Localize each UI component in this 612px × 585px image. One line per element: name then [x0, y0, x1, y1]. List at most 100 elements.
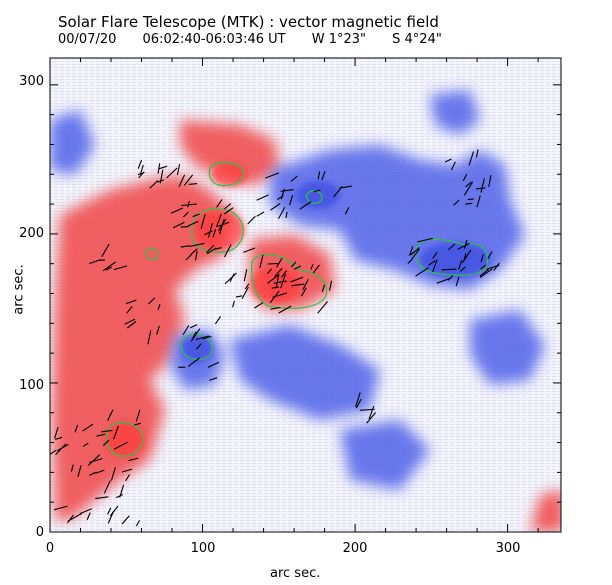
field-vector	[480, 264, 487, 270]
field-vector	[441, 268, 457, 271]
field-vector	[219, 218, 225, 235]
field-vector	[102, 439, 110, 447]
field-vector	[181, 203, 197, 207]
field-vector	[417, 237, 433, 243]
field-vector	[102, 261, 116, 272]
field-vector	[67, 513, 82, 522]
field-vector	[188, 242, 205, 248]
field-vectors	[50, 149, 500, 527]
field-vector	[476, 195, 481, 208]
latitude: S 4°24"	[392, 32, 442, 47]
field-vector	[110, 467, 116, 481]
field-vector	[459, 266, 466, 272]
field-vector	[189, 324, 198, 329]
field-vector	[480, 178, 485, 193]
field-vector	[95, 469, 105, 474]
field-vector	[310, 263, 314, 270]
field-vector	[444, 158, 452, 163]
field-vector	[312, 264, 320, 274]
field-vector	[355, 398, 362, 409]
longitude: W 1°23"	[311, 32, 367, 47]
field-vector	[109, 505, 119, 517]
field-vector	[480, 254, 484, 263]
field-vector	[368, 406, 375, 420]
field-vector	[166, 167, 178, 179]
field-vector	[475, 149, 479, 158]
field-vector	[273, 280, 287, 284]
figure-title: Solar Flare Telescope (MTK) : vector mag…	[58, 13, 439, 31]
field-vector	[113, 425, 119, 440]
field-vector	[224, 203, 232, 210]
field-vector	[137, 159, 143, 169]
field-vector	[148, 297, 156, 305]
observation-info: 00/07/20 06:02:40-06:03:46 UT W 1°23" S …	[58, 32, 464, 47]
field-vector	[183, 174, 194, 186]
field-vector	[436, 277, 452, 284]
field-vector	[55, 436, 63, 440]
field-vector	[243, 269, 248, 282]
field-vector	[274, 268, 283, 278]
field-vector	[256, 211, 265, 217]
field-vector	[170, 207, 184, 214]
field-vector	[281, 270, 288, 278]
field-vector	[89, 259, 102, 265]
field-vector	[290, 175, 298, 182]
field-vector	[291, 283, 305, 287]
field-vector	[280, 273, 287, 289]
field-vector	[462, 173, 468, 182]
field-vector	[185, 220, 199, 228]
field-vector	[192, 213, 200, 218]
field-vector	[156, 325, 160, 335]
field-vector	[223, 207, 234, 215]
field-vector	[101, 243, 110, 257]
field-vector	[299, 201, 312, 210]
field-vector	[235, 295, 243, 298]
field-vector	[107, 507, 112, 515]
field-vector	[192, 331, 197, 339]
field-vector	[409, 246, 414, 256]
field-vector	[157, 179, 165, 183]
field-vector	[280, 189, 294, 192]
y-tick-label: 200	[19, 226, 44, 241]
x-tick-label: 100	[191, 541, 216, 556]
field-vector	[463, 239, 468, 249]
field-vector	[216, 199, 223, 208]
field-vector	[176, 164, 181, 176]
field-vector	[270, 306, 281, 310]
field-vector	[313, 189, 321, 193]
field-vector	[87, 454, 100, 466]
field-vector	[195, 335, 210, 341]
field-vector	[278, 206, 286, 220]
field-vector	[488, 174, 492, 188]
field-vector	[126, 306, 133, 314]
field-vector	[107, 409, 114, 422]
x-tick-label: 300	[496, 541, 521, 556]
field-vector	[187, 357, 200, 367]
x-axis-label: arc sec.	[270, 566, 321, 581]
field-vector	[259, 254, 264, 269]
field-vector	[224, 272, 237, 285]
field-vector	[215, 213, 222, 228]
field-vector	[410, 247, 420, 256]
field-vector	[462, 249, 472, 264]
field-vector	[135, 520, 141, 527]
field-vector	[457, 260, 463, 270]
field-vector	[188, 183, 198, 185]
magnetogram-image	[50, 58, 561, 532]
field-vector	[56, 444, 69, 452]
field-vector	[243, 247, 256, 253]
field-vector	[232, 300, 235, 308]
field-vector	[450, 161, 456, 171]
y-axis-label: arc sec.	[11, 264, 27, 315]
field-vector	[178, 174, 186, 188]
field-vector	[278, 305, 292, 314]
field-vector	[121, 515, 130, 525]
field-vector	[428, 260, 436, 266]
field-vector	[432, 259, 438, 273]
field-vector	[256, 194, 269, 201]
field-vector	[187, 200, 190, 208]
observation-date: 00/07/20	[58, 32, 117, 47]
field-vector	[107, 510, 115, 524]
field-vector	[190, 248, 198, 255]
